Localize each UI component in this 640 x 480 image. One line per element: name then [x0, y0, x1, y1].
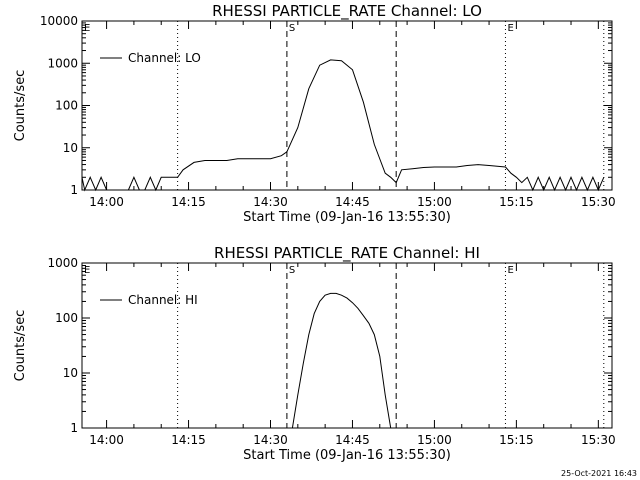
hi-x-tick-label: 14:45 [335, 433, 370, 447]
hi-marker-label: S [289, 265, 295, 276]
lo-y-tick-label: 100 [55, 99, 78, 113]
hi-legend-label: Channel: HI [128, 293, 198, 307]
lo-marker-label: S [289, 23, 295, 34]
lo-x-axis-label: Start Time (09-Jan-16 13:55:30) [243, 210, 451, 225]
lo-y-axis-label: Counts/sec [13, 70, 28, 142]
hi-x-tick-label: 14:30 [253, 433, 288, 447]
hi-x-tick-label: 15:30 [581, 433, 616, 447]
hi-y-tick-label: 100 [55, 311, 78, 325]
lo-x-tick-label: 14:30 [253, 195, 288, 209]
hi-series-line [291, 292, 392, 429]
lo-x-tick-label: 15:00 [417, 195, 452, 209]
hi-x-tick-label: 15:00 [417, 433, 452, 447]
lo-marker-label: E [507, 23, 513, 34]
footer-timestamp: 25-Oct-2021 16:43 [561, 469, 637, 478]
lo-x-tick-label: 14:15 [171, 195, 206, 209]
lo-chart-title: RHESSI PARTICLE_RATE Channel: LO [212, 2, 482, 21]
lo-x-tick-label: 15:15 [499, 195, 534, 209]
hi-y-axis-label: Counts/sec [13, 310, 28, 382]
lo-marker-label: E [84, 23, 90, 34]
hi-y-tick-label: 1 [70, 421, 78, 435]
hi-y-tick-label: 10 [63, 366, 78, 380]
lo-series-line [81, 59, 605, 192]
hi-plot-frame [81, 262, 613, 429]
lo-legend-label: Channel: LO [128, 51, 201, 65]
lo-y-tick-label: 10000 [40, 14, 78, 28]
lo-x-tick-label: 14:00 [89, 195, 124, 209]
lo-y-tick-label: 1 [70, 183, 78, 197]
hi-marker-label: E [84, 265, 90, 276]
hi-x-tick-label: 14:00 [89, 433, 124, 447]
hi-marker-label: E [507, 265, 513, 276]
lo-y-tick-label: 1000 [47, 56, 78, 70]
lo-x-tick-label: 14:45 [335, 195, 370, 209]
hi-chart-title: RHESSI PARTICLE_RATE Channel: HI [214, 244, 480, 263]
lo-x-tick-label: 15:30 [581, 195, 616, 209]
lo-y-tick-label: 10 [63, 141, 78, 155]
hi-x-tick-label: 14:15 [171, 433, 206, 447]
hi-y-tick-label: 1000 [47, 256, 78, 270]
hi-x-tick-label: 15:15 [499, 433, 534, 447]
hi-x-axis-label: Start Time (09-Jan-16 13:55:30) [243, 448, 451, 463]
